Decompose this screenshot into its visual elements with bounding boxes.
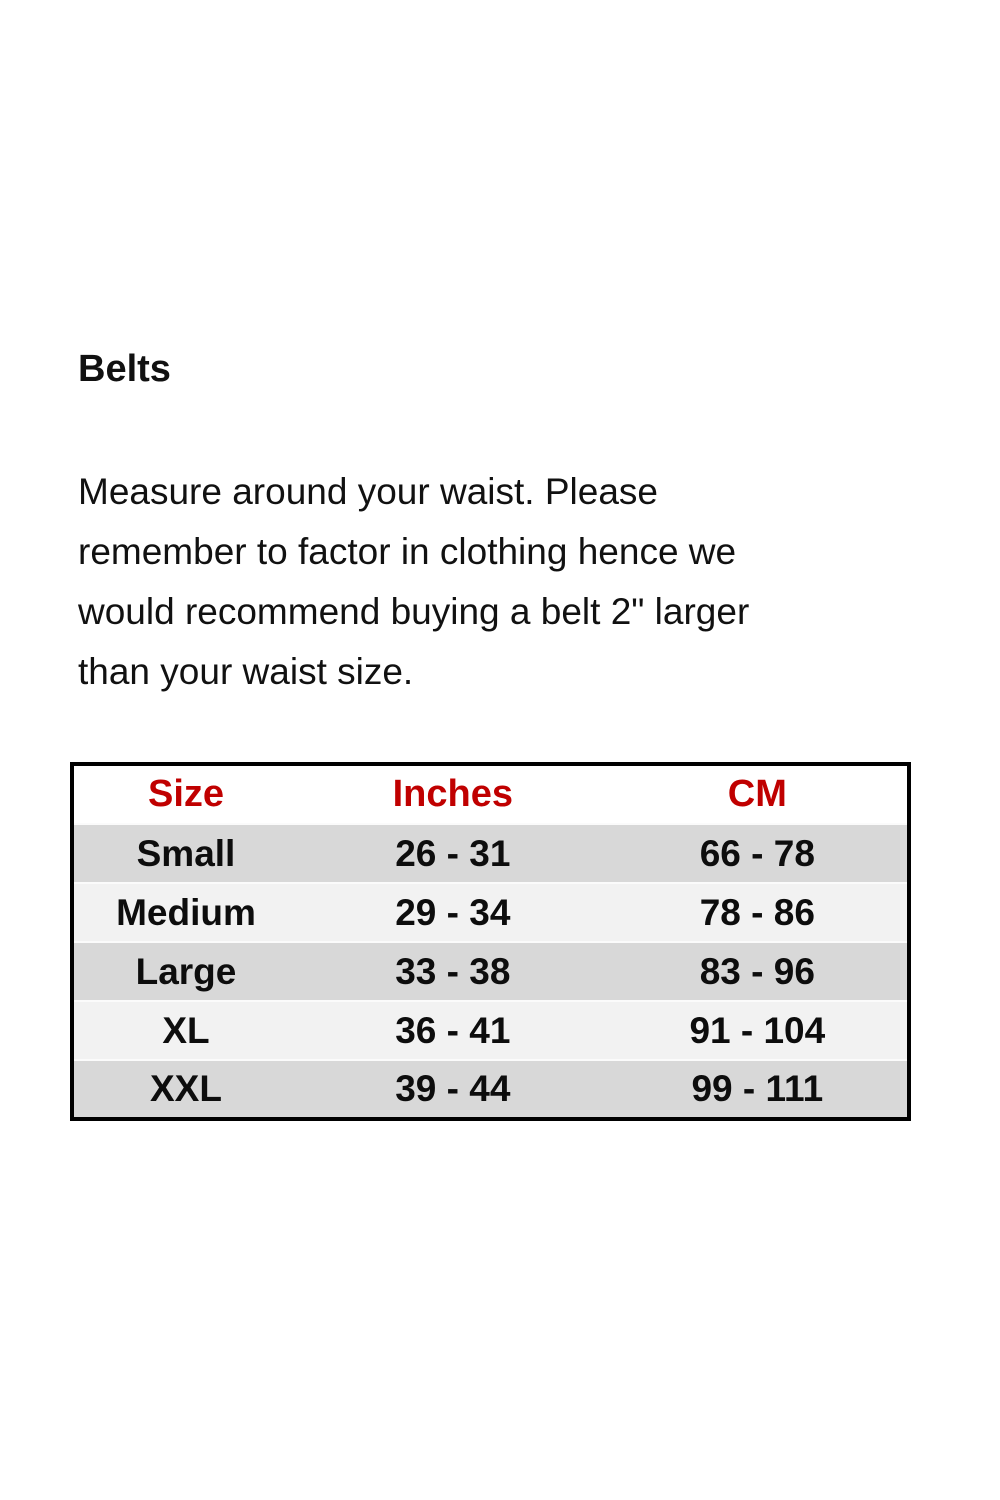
column-header-cm: CM: [607, 764, 909, 824]
cell-size: Medium: [72, 883, 298, 942]
cell-cm: 83 - 96: [607, 942, 909, 1001]
cell-size: XXL: [72, 1060, 298, 1119]
table-row: XXL 39 - 44 99 - 111: [72, 1060, 909, 1119]
cell-size: XL: [72, 1001, 298, 1060]
cell-cm: 78 - 86: [607, 883, 909, 942]
column-header-size: Size: [72, 764, 298, 824]
cell-inches: 29 - 34: [297, 883, 608, 942]
intro-line: remember to factor in clothing hence we: [78, 531, 737, 572]
cell-cm: 91 - 104: [607, 1001, 909, 1060]
intro-line: Measure around your waist. Please: [78, 471, 658, 512]
cell-size: Small: [72, 824, 298, 883]
cell-cm: 66 - 78: [607, 824, 909, 883]
cell-inches: 39 - 44: [297, 1060, 608, 1119]
column-header-inches: Inches: [297, 764, 608, 824]
page-title: Belts: [78, 348, 171, 390]
intro-paragraph: Measure around your waist. Please rememb…: [78, 462, 749, 702]
cell-inches: 33 - 38: [297, 942, 608, 1001]
table-row: Large 33 - 38 83 - 96: [72, 942, 909, 1001]
cell-inches: 36 - 41: [297, 1001, 608, 1060]
header-row: Size Inches CM: [72, 764, 909, 824]
table-row: XL 36 - 41 91 - 104: [72, 1001, 909, 1060]
table-row: Medium 29 - 34 78 - 86: [72, 883, 909, 942]
intro-line: than your waist size.: [78, 651, 414, 692]
intro-line: would recommend buying a belt 2" larger: [78, 591, 750, 632]
cell-cm: 99 - 111: [607, 1060, 909, 1119]
size-chart-table: Size Inches CM Small 26 - 31 66 - 78 Med…: [70, 762, 911, 1121]
table-row: Small 26 - 31 66 - 78: [72, 824, 909, 883]
size-chart: Size Inches CM Small 26 - 31 66 - 78 Med…: [70, 762, 911, 1121]
cell-size: Large: [72, 942, 298, 1001]
cell-inches: 26 - 31: [297, 824, 608, 883]
